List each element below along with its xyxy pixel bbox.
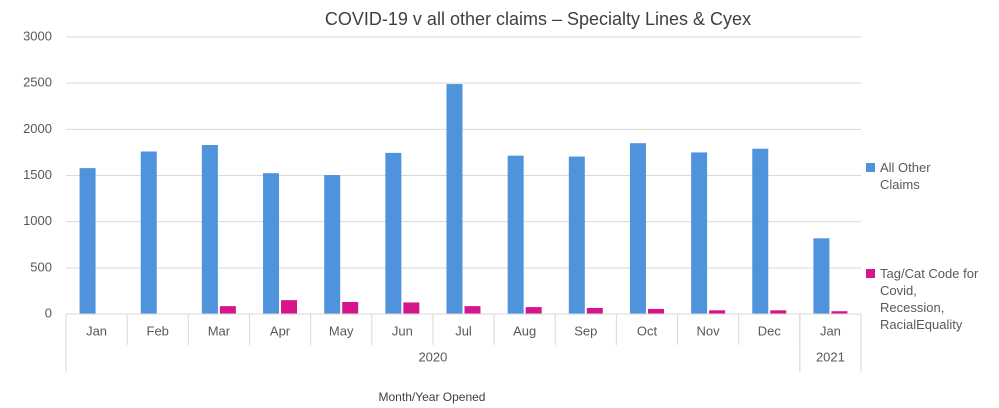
y-tick-label: 1500: [23, 167, 52, 182]
y-tick-label: 3000: [23, 28, 52, 43]
x-tick-label: Dec: [758, 323, 782, 338]
y-tick-label: 0: [45, 305, 52, 320]
year-label: 2021: [816, 349, 845, 364]
bar: [770, 310, 787, 314]
bar: [568, 156, 585, 314]
x-tick-label: Jul: [455, 323, 472, 338]
legend-item: Tag/Cat Code for Covid, Recession, Racia…: [866, 265, 986, 333]
bar: [281, 300, 298, 314]
bar: [324, 175, 341, 314]
bar: [752, 148, 769, 314]
x-tick-label: Oct: [637, 323, 658, 338]
chart-title: COVID-19 v all other claims – Specialty …: [325, 9, 751, 29]
bar: [709, 310, 726, 314]
bar: [446, 84, 463, 314]
legend-label: Tag/Cat Code for Covid, Recession, Racia…: [880, 266, 979, 332]
bar: [691, 152, 708, 314]
bar: [586, 307, 603, 314]
y-tick-label: 2500: [23, 75, 52, 90]
bar: [525, 307, 542, 314]
x-axis-title: Month/Year Opened: [379, 390, 486, 404]
x-tick-label: Feb: [147, 323, 169, 338]
x-tick-label: May: [329, 323, 354, 338]
y-tick-label: 1000: [23, 213, 52, 228]
x-tick-label: Jan: [820, 323, 841, 338]
bar: [140, 151, 157, 314]
bar: [403, 302, 420, 314]
bar: [464, 306, 481, 314]
bar: [201, 145, 218, 314]
x-tick-label: Mar: [208, 323, 231, 338]
year-label: 2020: [418, 349, 447, 364]
x-tick-label: Aug: [513, 323, 536, 338]
legend-swatch: [866, 269, 875, 278]
x-tick-label: Nov: [697, 323, 721, 338]
y-tick-label: 2000: [23, 121, 52, 136]
bar: [629, 143, 646, 314]
legend-label: All Other Claims: [880, 160, 931, 192]
bar: [507, 155, 524, 314]
x-tick-label: Apr: [270, 323, 291, 338]
legend-item: All Other Claims: [866, 159, 986, 193]
bar: [79, 168, 96, 314]
bar: [647, 308, 664, 314]
bar: [831, 311, 848, 314]
y-tick-label: 500: [30, 259, 52, 274]
bar: [813, 238, 830, 314]
legend-swatch: [866, 163, 875, 172]
bar: [342, 301, 359, 314]
x-tick-label: Sep: [574, 323, 597, 338]
bar: [219, 306, 236, 314]
x-tick-label: Jun: [392, 323, 413, 338]
bar: [263, 173, 280, 314]
bar: [385, 152, 402, 314]
x-tick-label: Jan: [86, 323, 107, 338]
